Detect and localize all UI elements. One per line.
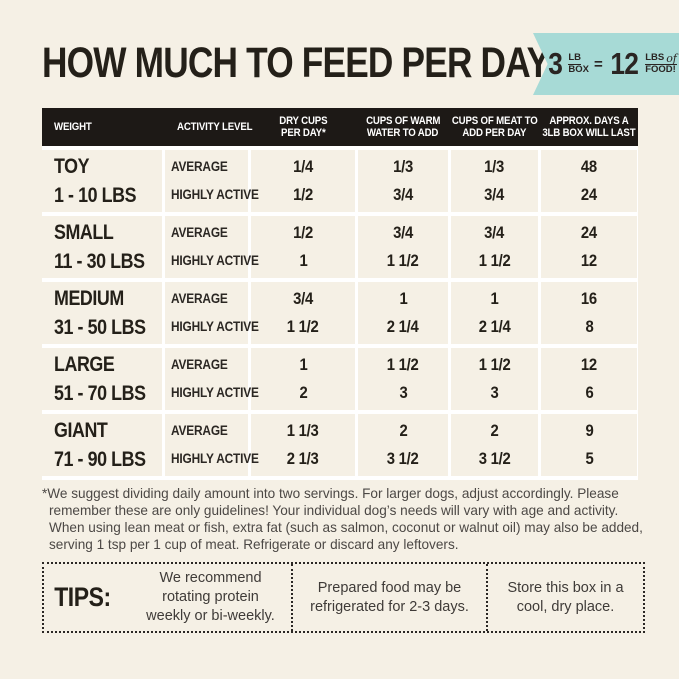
weight-cell: TOY 1 - 10 LBS — [42, 150, 162, 212]
ribbon-lbs-food-fraction: LBS of FOOD! — [645, 51, 677, 76]
meat-cell: 1 1/2 3 — [451, 348, 538, 410]
ribbon-lb-box-fraction: LB BOX — [568, 51, 589, 76]
warm-water-cell: 1 2 1/4 — [358, 282, 448, 344]
activity-cell: AVERAGE HIGHLY ACTIVE — [165, 216, 259, 278]
activity-cell: AVERAGE HIGHLY ACTIVE — [165, 150, 259, 212]
tip-storage: Store this box in a cool, dry place. — [486, 564, 643, 631]
tip-refrigerate: Prepared food may be refrigerated for 2-… — [291, 564, 486, 631]
size-label: MEDIUM — [54, 287, 124, 310]
weight-cell: LARGE 51 - 70 LBS — [42, 348, 162, 410]
table-row-toy: TOY 1 - 10 LBS AVERAGE HIGHLY ACTIVE 1/4… — [42, 150, 638, 212]
header-dry-cups: DRY CUPS PER DAY* — [278, 114, 328, 140]
header-warm-water: CUPS OF WARM WATER TO ADD — [365, 114, 441, 140]
days-cell: 16 8 — [541, 282, 637, 344]
weight-cell: MEDIUM 31 - 50 LBS — [42, 282, 162, 344]
footnote-text: *We suggest dividing daily amount into t… — [42, 486, 643, 552]
feeding-table: WEIGHT ACTIVITY LEVEL DRY CUPS PER DAY* … — [42, 108, 638, 480]
days-cell: 24 12 — [541, 216, 637, 278]
dry-cups-cell: 1/2 1 — [251, 216, 355, 278]
ribbon-lb: LB — [568, 51, 582, 63]
box-equivalence-ribbon: 3 LB BOX = 12 LBS of FOOD! — [533, 33, 679, 95]
table-row-large: LARGE 51 - 70 LBS AVERAGE HIGHLY ACTIVE … — [42, 348, 638, 410]
tips-box: TIPS: We recommend rotating protein week… — [42, 562, 645, 633]
meat-cell: 1/3 3/4 — [451, 150, 538, 212]
dry-cups-cell: 1 1/3 2 1/3 — [251, 414, 355, 476]
ribbon-food-count: 12 — [610, 46, 638, 81]
days-cell: 12 6 — [541, 348, 637, 410]
weight-range: 31 - 50 LBS — [54, 316, 146, 339]
header-days-box-lasts: APPROX. DAYS A 3LB BOX WILL LAST — [542, 114, 636, 140]
warm-water-cell: 1/3 3/4 — [358, 150, 448, 212]
meat-cell: 3/4 1 1/2 — [451, 216, 538, 278]
dry-cups-cell: 1/4 1/2 — [251, 150, 355, 212]
header-meat: CUPS OF MEAT TO ADD PER DAY — [451, 114, 538, 140]
weight-range: 51 - 70 LBS — [54, 382, 146, 405]
weight-range: 1 - 10 LBS — [54, 184, 137, 207]
table-body: TOY 1 - 10 LBS AVERAGE HIGHLY ACTIVE 1/4… — [42, 146, 638, 480]
size-label: GIANT — [54, 419, 108, 442]
header-weight-label: WEIGHT — [54, 120, 92, 133]
ribbon-of: of — [666, 52, 677, 66]
header-weight: WEIGHT — [42, 108, 162, 146]
ribbon-food: FOOD! — [645, 63, 676, 75]
meat-cell: 1 2 1/4 — [451, 282, 538, 344]
tips-label: TIPS: — [54, 582, 111, 612]
dry-cups-cell: 3/4 1 1/2 — [251, 282, 355, 344]
dry-cups-cell: 1 2 — [251, 348, 355, 410]
table-header-row: WEIGHT ACTIVITY LEVEL DRY CUPS PER DAY* … — [42, 108, 638, 146]
table-row-giant: GIANT 71 - 90 LBS AVERAGE HIGHLY ACTIVE … — [42, 414, 638, 476]
tip-rotate-protein: We recommend rotating protein weekly or … — [146, 570, 275, 624]
weight-cell: SMALL 11 - 30 LBS — [42, 216, 162, 278]
activity-cell: AVERAGE HIGHLY ACTIVE — [165, 282, 259, 344]
days-cell: 48 24 — [541, 150, 637, 212]
equals-sign: = — [593, 55, 603, 73]
ribbon-lbs: LBS — [645, 51, 665, 63]
size-label: SMALL — [54, 221, 114, 244]
size-label: TOY — [54, 155, 90, 178]
activity-cell: AVERAGE HIGHLY ACTIVE — [165, 414, 259, 476]
weight-range: 11 - 30 LBS — [54, 250, 145, 273]
weight-range: 71 - 90 LBS — [54, 448, 146, 471]
ribbon-box-count: 3 — [548, 46, 563, 81]
header-activity-label: ACTIVITY LEVEL — [177, 120, 253, 133]
header-activity-level: ACTIVITY LEVEL — [165, 108, 253, 146]
page-title: HOW MUCH TO FEED PER DAY — [42, 39, 550, 87]
warm-water-cell: 3/4 1 1/2 — [358, 216, 448, 278]
table-row-small: SMALL 11 - 30 LBS AVERAGE HIGHLY ACTIVE … — [42, 216, 638, 278]
weight-cell: GIANT 71 - 90 LBS — [42, 414, 162, 476]
activity-cell: AVERAGE HIGHLY ACTIVE — [165, 348, 259, 410]
size-label: LARGE — [54, 353, 115, 376]
meat-cell: 2 3 1/2 — [451, 414, 538, 476]
warm-water-cell: 1 1/2 3 — [358, 348, 448, 410]
warm-water-cell: 2 3 1/2 — [358, 414, 448, 476]
table-row-medium: MEDIUM 31 - 50 LBS AVERAGE HIGHLY ACTIVE… — [42, 282, 638, 344]
ribbon-box: BOX — [568, 63, 589, 75]
days-cell: 9 5 — [541, 414, 637, 476]
